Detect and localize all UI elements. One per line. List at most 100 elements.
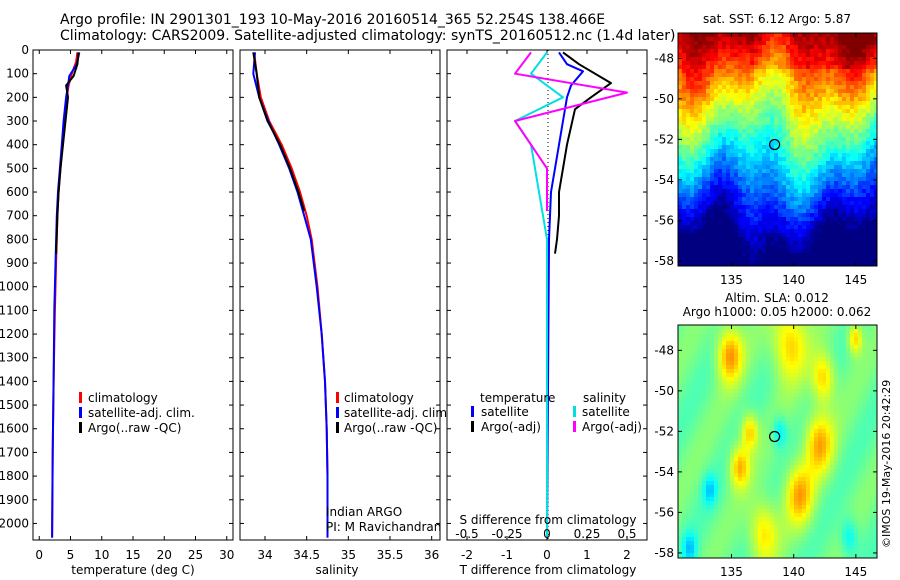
sla-cell bbox=[870, 445, 874, 449]
sla-cell bbox=[774, 333, 778, 337]
sla-cell bbox=[690, 449, 694, 453]
sst-cell bbox=[806, 173, 810, 177]
sst-cell bbox=[702, 253, 706, 257]
sla-cell bbox=[710, 393, 714, 397]
sla-cell bbox=[850, 389, 854, 393]
sla-cell bbox=[762, 409, 766, 413]
sst-cell bbox=[742, 117, 746, 121]
sst-cell bbox=[854, 157, 858, 161]
sst-cell bbox=[706, 49, 710, 53]
sst-cell bbox=[726, 161, 730, 165]
sst-cell bbox=[730, 49, 734, 53]
sla-cell bbox=[678, 353, 682, 357]
sst-cell bbox=[834, 249, 838, 253]
sla-cell bbox=[746, 373, 750, 377]
sst-cell bbox=[866, 141, 870, 145]
sla-cell bbox=[718, 357, 722, 361]
sst-cell bbox=[730, 93, 734, 97]
sst-cell bbox=[714, 109, 718, 113]
sst-cell bbox=[714, 65, 718, 69]
sla-cell bbox=[874, 425, 877, 429]
sst-cell bbox=[818, 237, 822, 241]
sst-cell bbox=[686, 73, 690, 77]
sst-cell bbox=[714, 133, 718, 137]
sla-cell bbox=[754, 421, 758, 425]
sla-cell bbox=[826, 377, 830, 381]
sst-cell bbox=[826, 157, 830, 161]
sst-cell bbox=[782, 189, 786, 193]
sla-cell bbox=[870, 381, 874, 385]
sst-cell bbox=[746, 133, 750, 137]
sla-cell bbox=[826, 381, 830, 385]
sst-cell bbox=[862, 253, 866, 257]
sst-cell bbox=[702, 205, 706, 209]
sst-cell bbox=[846, 81, 850, 85]
sla-cell bbox=[858, 341, 862, 345]
sst-cell bbox=[866, 249, 870, 253]
sla-cell bbox=[706, 417, 710, 421]
sst-cell bbox=[818, 233, 822, 237]
sst-cell bbox=[790, 165, 794, 169]
sst-cell bbox=[698, 37, 702, 41]
sla-cell bbox=[702, 429, 706, 433]
sla-cell bbox=[678, 341, 682, 345]
sst-cell bbox=[750, 161, 754, 165]
sst-cell bbox=[734, 129, 738, 133]
sla-cell bbox=[730, 401, 734, 405]
sst-cell bbox=[806, 169, 810, 173]
sst-cell bbox=[838, 109, 842, 113]
sst-cell bbox=[686, 109, 690, 113]
sst-cell bbox=[806, 253, 810, 257]
sst-cell bbox=[774, 109, 778, 113]
sla-cell bbox=[854, 385, 858, 389]
sst-cell bbox=[878, 245, 882, 249]
sst-cell bbox=[686, 89, 690, 93]
sst-cell bbox=[770, 205, 774, 209]
sla-cell bbox=[730, 361, 734, 365]
sla-cell bbox=[690, 445, 694, 449]
sla-cell bbox=[830, 417, 834, 421]
sla-cell bbox=[870, 365, 874, 369]
sst-cell bbox=[862, 33, 866, 37]
sst-cell bbox=[806, 85, 810, 89]
sla-cell bbox=[734, 397, 738, 401]
sst-cell bbox=[874, 85, 877, 89]
sla-cell bbox=[818, 413, 822, 417]
sla-cell bbox=[754, 353, 758, 357]
sst-cell bbox=[702, 53, 706, 57]
sla-cell bbox=[738, 389, 742, 393]
sst-cell bbox=[786, 89, 790, 93]
sst-cell bbox=[682, 117, 686, 121]
sst-cell bbox=[774, 85, 778, 89]
sst-cell bbox=[858, 149, 862, 153]
sst-cell bbox=[738, 101, 742, 105]
sst-cell bbox=[846, 97, 850, 101]
sst-cell bbox=[818, 221, 822, 225]
x-tick-label: 25 bbox=[188, 548, 203, 562]
sst-cell bbox=[826, 137, 830, 141]
sst-cell bbox=[686, 97, 690, 101]
sla-cell bbox=[730, 405, 734, 409]
sst-cell bbox=[798, 69, 802, 73]
sst-cell bbox=[738, 37, 742, 41]
sst-cell bbox=[682, 149, 686, 153]
sla-cell bbox=[730, 437, 734, 441]
sst-cell bbox=[742, 53, 746, 57]
sla-cell bbox=[698, 325, 702, 329]
sla-cell bbox=[810, 329, 814, 333]
sst-cell bbox=[814, 133, 818, 137]
sla-cell bbox=[726, 349, 730, 353]
sst-cell bbox=[834, 181, 838, 185]
sla-cell bbox=[762, 417, 766, 421]
sla-cell bbox=[738, 365, 742, 369]
sla-cell bbox=[834, 369, 838, 373]
sst-cell bbox=[842, 153, 846, 157]
sst-cell bbox=[726, 181, 730, 185]
sst-cell bbox=[770, 65, 774, 69]
sst-cell bbox=[754, 141, 758, 145]
sst-cell bbox=[722, 141, 726, 145]
sst-cell bbox=[706, 109, 710, 113]
sst-cell bbox=[742, 225, 746, 229]
sst-cell bbox=[846, 41, 850, 45]
sst-cell bbox=[702, 161, 706, 165]
